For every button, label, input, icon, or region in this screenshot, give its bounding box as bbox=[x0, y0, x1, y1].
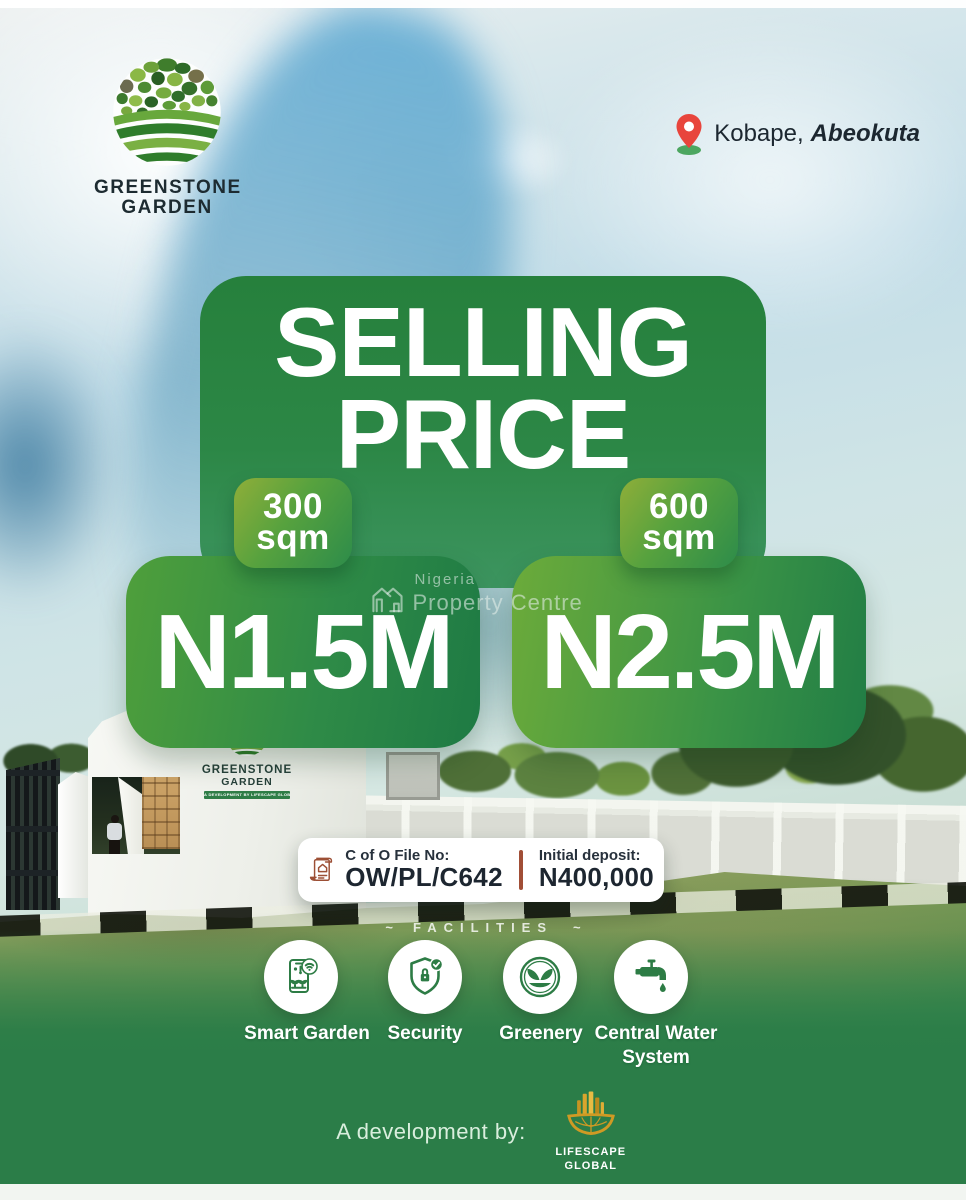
estate-entrance-photo: GREENSTONE GARDEN A DEVELOPMENT BY LIFES… bbox=[0, 640, 966, 1060]
greenery-leaf-icon bbox=[519, 956, 561, 998]
estate-sign-name: GARDEN bbox=[221, 775, 273, 788]
facility-label-security: Security bbox=[387, 1023, 463, 1044]
facility-label-smart-garden: Smart Garden bbox=[244, 1023, 370, 1044]
person-legs bbox=[109, 840, 120, 854]
deposit-value: N400,000 bbox=[538, 862, 654, 893]
lifescape-name-line2: GLOBAL bbox=[564, 1159, 617, 1172]
gate-rail bbox=[6, 770, 60, 776]
info-card: C of O File No: OW/PL/C642 Initial depos… bbox=[298, 838, 664, 902]
entrance-opening bbox=[92, 777, 180, 854]
flourish-right: ~ bbox=[573, 920, 581, 935]
brand-name-line1: GREENSTONE bbox=[94, 177, 242, 198]
person-body bbox=[107, 823, 122, 840]
size-unit: sqm bbox=[642, 518, 716, 557]
billboard bbox=[386, 752, 440, 800]
gate-pillar bbox=[58, 772, 90, 898]
developer-text: A development by: bbox=[336, 1119, 526, 1144]
stone-wall bbox=[142, 777, 180, 849]
person-silhouette bbox=[107, 815, 122, 854]
facility-label-central-water: Central Water System bbox=[594, 1023, 718, 1069]
location-area: Kobape, bbox=[714, 120, 804, 147]
top-border bbox=[0, 0, 966, 8]
facilities-header: ~ FACILITIES ~ bbox=[0, 920, 966, 935]
developer-footer: A development by: LIFESCAPE GLOBAL bbox=[0, 1086, 966, 1178]
size-badge-600sqm: 600 sqm bbox=[620, 478, 738, 568]
price-value: N1.5M bbox=[154, 592, 454, 711]
green-band bbox=[0, 1050, 966, 1186]
security-shield-icon bbox=[410, 957, 444, 995]
size-badge-300sqm: 300 sqm bbox=[234, 478, 352, 568]
npc-house-icon bbox=[372, 587, 403, 613]
greenstone-logo-icon bbox=[111, 56, 223, 168]
flourish-left: ~ bbox=[385, 920, 393, 935]
smart-garden-icon bbox=[289, 958, 318, 993]
green-fade-overlay bbox=[0, 930, 966, 1060]
estate-sign-name: GREENSTONE bbox=[201, 764, 293, 776]
card-divider bbox=[518, 850, 523, 890]
facility-security bbox=[388, 940, 462, 1014]
facility-smart-garden bbox=[264, 940, 338, 1014]
lifescape-global-logo-icon bbox=[566, 1091, 615, 1136]
price-card-600sqm: N2.5M bbox=[512, 556, 866, 748]
facility-central-water bbox=[614, 940, 688, 1014]
price-value: N2.5M bbox=[540, 592, 840, 711]
watermark-text: Nigeria Property Centre bbox=[412, 572, 582, 614]
selling-price-title: SELLING PRICE bbox=[200, 276, 766, 490]
title-line1: SELLING bbox=[274, 287, 693, 397]
title-line2: PRICE bbox=[335, 379, 632, 490]
brand-logo: GREENSTONE GARDEN bbox=[94, 56, 240, 218]
estate-wall-sign: GREENSTONE GARDEN A DEVELOPMENT BY LIFES… bbox=[187, 713, 307, 800]
file-number-label: C of O File No: bbox=[345, 847, 450, 865]
gate-rail bbox=[6, 826, 60, 832]
watermark-line2: Property Centre bbox=[412, 590, 583, 615]
size-unit: sqm bbox=[256, 518, 330, 557]
location-city: Abeokuta bbox=[810, 120, 920, 147]
location-tag: Kobape, Abeokuta bbox=[674, 112, 920, 156]
bottom-border bbox=[0, 1184, 966, 1200]
lifescape-name-line1: LIFESCAPE bbox=[555, 1146, 627, 1159]
facility-greenery bbox=[503, 940, 577, 1014]
price-card-300sqm: N1.5M bbox=[126, 556, 480, 748]
file-number-group: C of O File No: OW/PL/C642 bbox=[345, 848, 503, 891]
certificate-icon bbox=[309, 857, 333, 881]
gate-rail bbox=[6, 870, 60, 876]
size-value: 600 bbox=[649, 487, 709, 527]
watermark-line1: Nigeria bbox=[414, 571, 477, 588]
brand-name-line2: GARDEN bbox=[121, 196, 213, 218]
facility-label-greenery: Greenery bbox=[499, 1023, 583, 1044]
deposit-label: Initial deposit: bbox=[538, 847, 641, 865]
size-value: 300 bbox=[263, 487, 323, 527]
location-pin-icon bbox=[676, 114, 702, 155]
facilities-title: FACILITIES bbox=[412, 920, 554, 935]
entrance-gate bbox=[6, 758, 60, 910]
nigeria-property-centre-watermark: Nigeria Property Centre bbox=[370, 572, 582, 614]
estate-sign-tagline: A DEVELOPMENT BY LIFESCAPE GLOBAL bbox=[204, 791, 290, 800]
file-number-value: OW/PL/C642 bbox=[345, 862, 503, 893]
water-tap-icon bbox=[635, 959, 666, 992]
person-head bbox=[111, 815, 119, 823]
location-text: Kobape, Abeokuta bbox=[714, 120, 920, 148]
lifescape-global-logo: LIFESCAPE GLOBAL bbox=[552, 1091, 630, 1172]
deposit-group: Initial deposit: N400,000 bbox=[539, 848, 654, 891]
